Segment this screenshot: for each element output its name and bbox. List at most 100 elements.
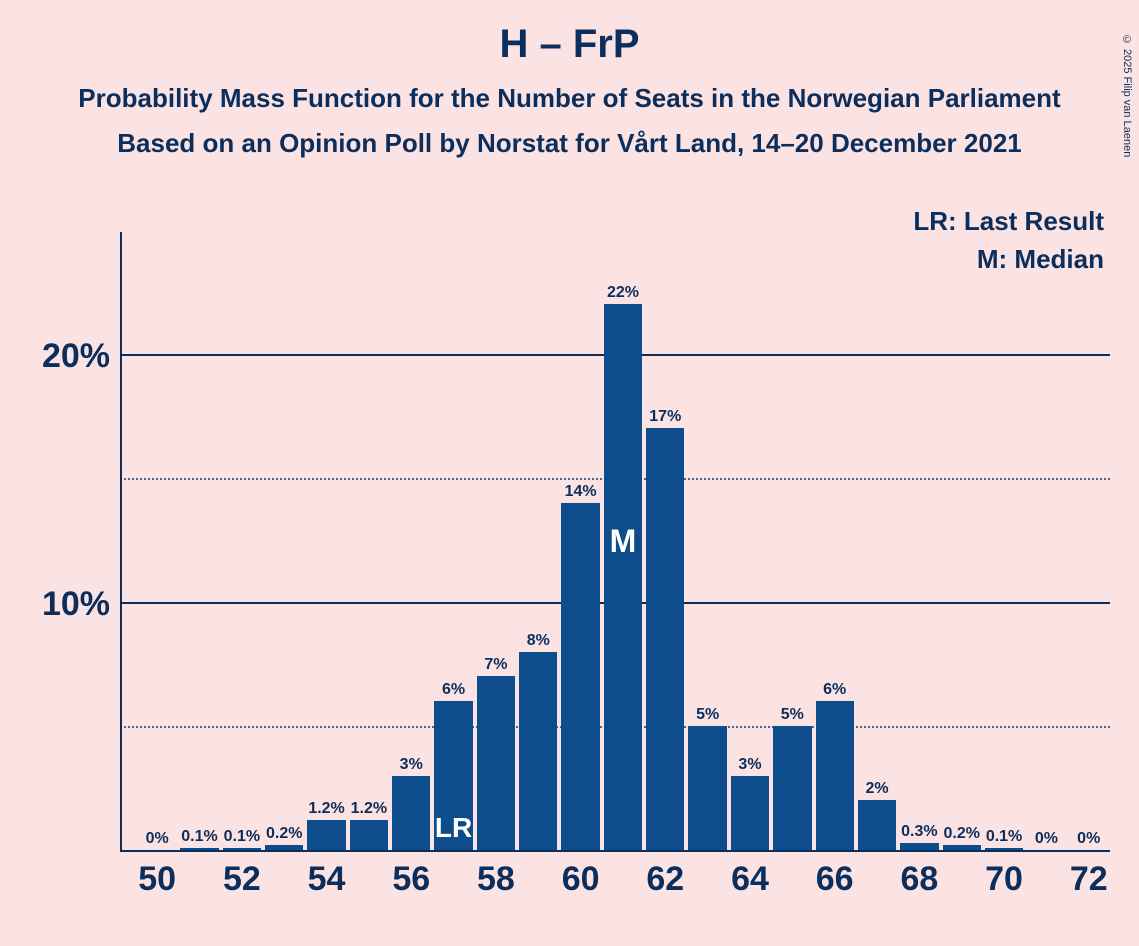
bar-slot: 0.1% (178, 828, 220, 850)
chart-subtitle-1: Probability Mass Function for the Number… (0, 83, 1139, 114)
bar-value-label: 1.2% (351, 800, 387, 818)
copyright-text: © 2025 Filip van Laenen (1121, 34, 1133, 157)
x-axis-tick-label: 62 (644, 860, 686, 899)
x-axis-tick-label (602, 860, 644, 899)
bar-slot: 0.2% (941, 825, 983, 850)
bar-slot: 1.2% (305, 800, 347, 850)
bar-slot: 22% M (602, 284, 644, 850)
bar-value-label: 0.1% (181, 828, 217, 846)
bar-value-label: 0.1% (224, 828, 260, 846)
bar-slot: 17% (644, 408, 686, 850)
bar: M (604, 304, 642, 850)
bar-value-label: 14% (565, 483, 597, 501)
x-axis-tick-label (686, 860, 728, 899)
bar-slot: 6% LR (432, 681, 474, 850)
chart-plot-area: LR: Last Result M: Median 10%20% 0%0.1%0… (120, 232, 1110, 852)
x-axis-tick-label: 50 (136, 860, 178, 899)
bar-slot: 5% (686, 706, 728, 850)
x-axis-tick-label (856, 860, 898, 899)
chart-title: H – FrP (0, 22, 1139, 67)
x-axis-tick-label: 72 (1068, 860, 1110, 899)
bar (180, 848, 218, 850)
x-axis-tick-label: 64 (729, 860, 771, 899)
bar-value-label: 0.1% (986, 828, 1022, 846)
x-axis-tick-label (348, 860, 390, 899)
bar-slot: 7% (475, 656, 517, 850)
bar-slot: 0.2% (263, 825, 305, 850)
x-axis-tick-label (263, 860, 305, 899)
x-axis-tick-label (517, 860, 559, 899)
chart-subtitle-2: Based on an Opinion Poll by Norstat for … (0, 128, 1139, 159)
bar-value-label: 3% (738, 756, 761, 774)
bar (688, 726, 726, 850)
x-axis-tick-label: 70 (983, 860, 1025, 899)
bar-value-label: 5% (696, 706, 719, 724)
y-axis-tick-label: 10% (10, 585, 110, 624)
bar-value-label: 2% (865, 780, 888, 798)
bar-value-label: 7% (484, 656, 507, 674)
bar (265, 845, 303, 850)
marker-lr: LR (435, 812, 472, 844)
bar-value-label: 0% (1077, 830, 1100, 848)
bar-value-label: 6% (442, 681, 465, 699)
bar-value-label: 0.2% (943, 825, 979, 843)
bar-slot: 8% (517, 632, 559, 850)
bar-slot: 5% (771, 706, 813, 850)
bar-value-label: 17% (649, 408, 681, 426)
bar (985, 848, 1023, 850)
bar-value-label: 0% (146, 830, 169, 848)
bar (561, 503, 599, 850)
bar-value-label: 0.3% (901, 823, 937, 841)
x-axis-tick-label: 52 (221, 860, 263, 899)
bar (816, 701, 854, 850)
bar (392, 776, 430, 850)
bar-value-label: 3% (400, 756, 423, 774)
bar (900, 843, 938, 850)
x-axis-tick-label: 56 (390, 860, 432, 899)
bar (519, 652, 557, 850)
bar-value-label: 22% (607, 284, 639, 302)
y-axis-tick-label: 20% (10, 337, 110, 376)
marker-m: M (610, 523, 637, 560)
bar: LR (434, 701, 472, 850)
bar-slot: 3% (729, 756, 771, 850)
x-axis (120, 850, 1110, 852)
bar-value-label: 0.2% (266, 825, 302, 843)
bar (477, 676, 515, 850)
x-axis-tick-label (178, 860, 220, 899)
x-axis-tick-label (1025, 860, 1067, 899)
bar (307, 820, 345, 850)
bar-slot: 6% (814, 681, 856, 850)
bar (646, 428, 684, 850)
x-axis-tick-label: 58 (475, 860, 517, 899)
bar-slot: 0.1% (983, 828, 1025, 850)
bar-slot: 0.3% (898, 823, 940, 850)
x-axis-labels: 50 52 54 56 58 60 62 64 66 68 70 72 (136, 860, 1110, 899)
x-axis-tick-label: 60 (559, 860, 601, 899)
x-axis-tick-label (771, 860, 813, 899)
x-axis-tick-label (941, 860, 983, 899)
x-axis-tick-label: 66 (814, 860, 856, 899)
bars-container: 0% 0.1% 0.1% 0.2% 1.2% 1.2% 3% 6% LR 7% 8% 14% 22% M 1… (136, 232, 1110, 850)
bar-value-label: 0% (1035, 830, 1058, 848)
bar (858, 800, 896, 850)
bar (731, 776, 769, 850)
bar-slot: 3% (390, 756, 432, 850)
bar-value-label: 1.2% (308, 800, 344, 818)
bar-slot: 0% (1068, 830, 1110, 850)
bar-slot: 0.1% (221, 828, 263, 850)
bar-slot: 14% (559, 483, 601, 850)
bar (773, 726, 811, 850)
bar-slot: 1.2% (348, 800, 390, 850)
y-axis (120, 232, 122, 852)
bar (943, 845, 981, 850)
bar-value-label: 5% (781, 706, 804, 724)
bar-slot: 0% (1025, 830, 1067, 850)
bar-slot: 2% (856, 780, 898, 850)
bar-slot: 0% (136, 830, 178, 850)
x-axis-tick-label (432, 860, 474, 899)
bar-value-label: 8% (527, 632, 550, 650)
x-axis-tick-label: 54 (305, 860, 347, 899)
bar (350, 820, 388, 850)
bar (223, 848, 261, 850)
